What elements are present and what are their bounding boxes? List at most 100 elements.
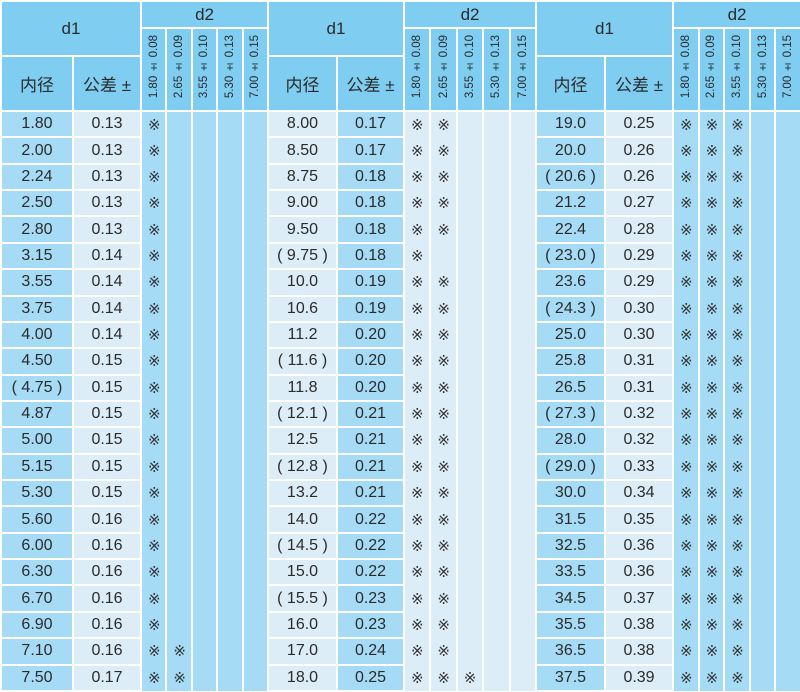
d2-availability-cell: ※ — [697, 400, 726, 428]
d2-availability-cell: ※ — [723, 190, 751, 217]
d2-availability-cell — [241, 137, 270, 164]
d2-availability-cell — [774, 242, 800, 270]
tolerance-cell: 0.28 — [603, 215, 675, 244]
table-row: 19.0 0.25 ※ ※ ※ — [535, 109, 800, 139]
tolerance-cell: 0.13 — [71, 109, 143, 139]
tolerance-cell: 0.38 — [603, 637, 675, 666]
d2-availability-cell — [508, 242, 538, 270]
tolerance-cell: 0.26 — [603, 162, 675, 192]
d2-availability-cell — [455, 559, 485, 586]
available-mark: ※ — [731, 142, 744, 160]
available-mark: ※ — [437, 643, 450, 661]
d2-availability-cell — [190, 506, 219, 533]
d2-availability-cell — [774, 585, 800, 612]
d2-availability-cell — [482, 400, 511, 428]
d1-header: d1 — [266, 0, 406, 57]
d2-availability-cell — [190, 348, 219, 375]
d2-availability-cell — [482, 242, 511, 270]
d2-availability-cell: ※ — [697, 506, 726, 533]
d2-availability-cell: ※ — [697, 163, 726, 191]
table-row: ( 14.5 ) 0.22 ※ ※ — [267, 531, 538, 561]
d2-availability-cell: ※ — [672, 453, 700, 481]
inner-diameter-cell: 9.00 — [267, 189, 338, 218]
inner-diameter-cell: ( 29.0 ) — [535, 452, 606, 482]
d2-availability-cell — [774, 532, 800, 560]
d2-availability-cell: ※ — [697, 321, 726, 349]
d2-availability-cell: ※ — [723, 321, 751, 349]
available-mark: ※ — [437, 485, 450, 503]
d2-availability-cell: ※ — [697, 638, 726, 665]
tolerance-cell: 0.18 — [335, 189, 406, 218]
available-mark: ※ — [680, 590, 693, 608]
inner-diameter-cell: 30.0 — [535, 479, 606, 508]
d2-availability-cell — [508, 664, 538, 691]
d2-availability-cell — [748, 453, 777, 481]
available-mark: ※ — [705, 168, 719, 186]
inner-diameter-cell: 9.50 — [267, 215, 338, 244]
d2-availability-cell — [748, 506, 777, 533]
d2-availability-cell: ※ — [140, 163, 168, 191]
table-row: 15.0 0.22 ※ ※ — [267, 558, 538, 587]
available-mark: ※ — [705, 195, 719, 213]
inner-diameter-cell: 12.5 — [267, 426, 338, 455]
available-mark: ※ — [437, 458, 450, 476]
d2-availability-cell: ※ — [697, 611, 726, 639]
d2-availability-cell — [748, 427, 777, 454]
d2-availability-cell: ※ — [697, 664, 726, 691]
inner-diameter-cell: 36.5 — [535, 637, 606, 666]
table-row: 8.00 0.17 ※ ※ — [267, 109, 538, 139]
d2-availability-cell: ※ — [672, 216, 700, 243]
inner-diameter-cell: ( 12.8 ) — [267, 452, 338, 482]
d2-availability-cell — [508, 295, 538, 322]
available-mark: ※ — [437, 168, 450, 186]
tolerance-cell: 0.38 — [603, 610, 675, 640]
d2-availability-cell — [455, 611, 485, 639]
available-mark: ※ — [705, 406, 719, 424]
tolerance-cell: 0.15 — [71, 347, 143, 376]
d2-availability-cell: ※ — [429, 190, 458, 217]
tolerance-cell: 0.15 — [71, 479, 143, 508]
inner-diameter-cell: 6.70 — [0, 584, 74, 613]
d2-availability-cell: ※ — [697, 559, 726, 586]
table-row: 7.50 0.17 ※ ※ — [0, 663, 270, 692]
available-mark: ※ — [731, 432, 744, 450]
inner-diameter-cell: ( 11.6 ) — [267, 347, 338, 376]
table-row: 4.50 0.15 ※ — [0, 347, 270, 376]
d2-availability-cell — [216, 295, 244, 322]
tolerance-cell: 0.13 — [71, 162, 143, 192]
available-mark: ※ — [148, 274, 161, 292]
d2-availability-cell: ※ — [403, 453, 432, 481]
available-mark: ※ — [705, 379, 719, 397]
available-mark: ※ — [463, 669, 477, 687]
available-mark: ※ — [411, 221, 424, 239]
d2-size-header: 3.55 ± 0.10 — [455, 27, 485, 112]
available-mark: ※ — [705, 485, 719, 503]
d2-availability-cell — [774, 559, 800, 586]
d2-availability-cell — [482, 532, 511, 560]
d2-availability-cell — [216, 374, 244, 401]
d2-availability-cell — [748, 638, 777, 665]
d2-availability-cell: ※ — [429, 480, 458, 507]
d2-availability-cell: ※ — [403, 321, 432, 349]
available-mark: ※ — [437, 432, 450, 450]
inner-diameter-cell: 3.75 — [0, 294, 74, 323]
d2-availability-cell: ※ — [140, 109, 168, 138]
inner-diameter-cell: 3.15 — [0, 241, 74, 271]
d2-availability-cell — [165, 348, 193, 375]
tolerance-cell: 0.14 — [71, 294, 143, 323]
d2-availability-cell: ※ — [697, 242, 726, 270]
d2-availability-cell — [748, 348, 777, 375]
tolerance-cell: 0.33 — [603, 452, 675, 482]
d2-availability-cell — [190, 109, 219, 138]
available-mark: ※ — [680, 247, 693, 265]
d2-availability-cell: ※ — [723, 480, 751, 507]
d2-availability-cell — [748, 559, 777, 586]
d2-availability-cell: ※ — [140, 559, 168, 586]
inner-diameter-cell: 23.6 — [535, 268, 606, 297]
available-mark: ※ — [411, 168, 424, 186]
table-row: 13.2 0.21 ※ ※ — [267, 479, 538, 508]
d2-availability-cell — [165, 585, 193, 612]
d2-availability-cell: ※ — [403, 295, 432, 322]
d2-availability-cell: ※ — [403, 559, 432, 586]
d2-availability-cell — [774, 190, 800, 217]
